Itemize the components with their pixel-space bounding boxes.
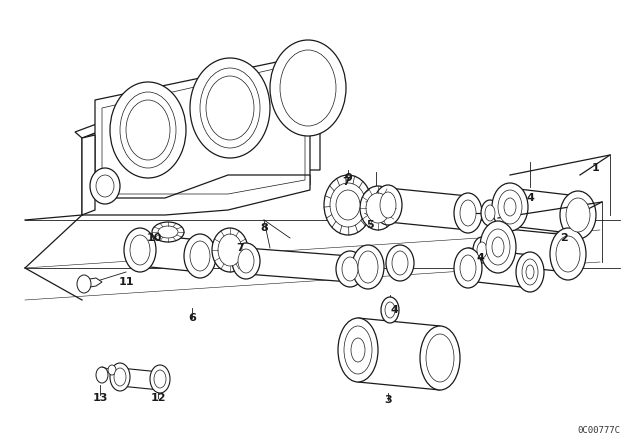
Text: 11: 11 (118, 277, 134, 287)
Ellipse shape (460, 200, 476, 226)
Polygon shape (82, 135, 95, 215)
Ellipse shape (280, 50, 336, 126)
Ellipse shape (504, 198, 516, 216)
Text: 3: 3 (384, 395, 392, 405)
Ellipse shape (150, 365, 170, 393)
Text: 10: 10 (147, 233, 162, 243)
Ellipse shape (358, 251, 378, 283)
Ellipse shape (492, 183, 528, 231)
Polygon shape (75, 55, 320, 138)
Text: 8: 8 (260, 223, 268, 233)
Ellipse shape (96, 367, 108, 383)
Ellipse shape (154, 370, 166, 388)
Polygon shape (140, 234, 200, 272)
Ellipse shape (366, 193, 390, 223)
Ellipse shape (110, 82, 186, 178)
Ellipse shape (526, 265, 534, 279)
Ellipse shape (380, 192, 396, 218)
Text: 4: 4 (390, 305, 398, 315)
Polygon shape (358, 318, 440, 390)
Text: 7: 7 (342, 177, 350, 187)
Ellipse shape (212, 228, 248, 272)
Text: 6: 6 (188, 313, 196, 323)
Polygon shape (82, 175, 310, 215)
Ellipse shape (342, 257, 358, 281)
Ellipse shape (516, 252, 544, 292)
Ellipse shape (454, 248, 482, 288)
Ellipse shape (130, 235, 150, 265)
Polygon shape (468, 248, 530, 288)
Polygon shape (510, 188, 578, 234)
Ellipse shape (238, 249, 254, 273)
Ellipse shape (492, 237, 504, 257)
Ellipse shape (77, 275, 91, 293)
Ellipse shape (108, 365, 116, 375)
Ellipse shape (566, 198, 590, 232)
Ellipse shape (124, 228, 156, 272)
Polygon shape (95, 55, 310, 200)
Text: 4: 4 (476, 253, 484, 263)
Ellipse shape (190, 58, 270, 158)
Polygon shape (82, 60, 320, 198)
Ellipse shape (190, 241, 210, 271)
Ellipse shape (270, 40, 346, 136)
Ellipse shape (386, 245, 414, 281)
Ellipse shape (96, 175, 114, 197)
Ellipse shape (152, 222, 184, 242)
Ellipse shape (184, 234, 216, 278)
Ellipse shape (352, 245, 384, 289)
Ellipse shape (232, 243, 260, 279)
Ellipse shape (420, 326, 460, 390)
Polygon shape (246, 248, 350, 282)
Ellipse shape (336, 251, 364, 287)
Ellipse shape (392, 251, 408, 275)
Ellipse shape (477, 242, 487, 258)
Ellipse shape (473, 237, 491, 263)
Ellipse shape (344, 326, 372, 374)
Ellipse shape (114, 368, 126, 386)
Ellipse shape (158, 226, 178, 238)
Text: 13: 13 (92, 393, 108, 403)
Ellipse shape (550, 228, 586, 280)
Ellipse shape (218, 234, 242, 266)
Text: 4: 4 (526, 193, 534, 203)
Ellipse shape (426, 334, 454, 382)
Ellipse shape (385, 302, 395, 318)
Text: 0C00777C: 0C00777C (577, 426, 620, 435)
Ellipse shape (90, 168, 120, 204)
Text: 2: 2 (560, 233, 568, 243)
Polygon shape (120, 368, 160, 390)
Ellipse shape (485, 205, 495, 221)
Ellipse shape (360, 186, 396, 230)
Ellipse shape (374, 185, 402, 225)
Ellipse shape (381, 297, 399, 323)
Ellipse shape (498, 190, 522, 224)
Text: 5: 5 (366, 220, 374, 230)
Ellipse shape (336, 190, 360, 220)
Text: 9: 9 (344, 173, 352, 183)
Ellipse shape (556, 236, 580, 272)
Ellipse shape (486, 229, 510, 265)
Text: 1: 1 (592, 163, 600, 173)
Ellipse shape (330, 183, 366, 227)
Ellipse shape (351, 338, 365, 362)
Ellipse shape (206, 76, 254, 140)
Ellipse shape (480, 221, 516, 273)
Ellipse shape (110, 363, 130, 391)
Ellipse shape (126, 100, 170, 160)
Ellipse shape (460, 255, 476, 281)
Ellipse shape (200, 68, 260, 148)
Ellipse shape (338, 318, 378, 382)
Polygon shape (84, 278, 102, 288)
Ellipse shape (120, 92, 176, 168)
Text: 12: 12 (150, 393, 166, 403)
Ellipse shape (454, 193, 482, 233)
Ellipse shape (560, 191, 596, 239)
Ellipse shape (522, 259, 538, 285)
Polygon shape (498, 228, 568, 272)
Ellipse shape (324, 175, 372, 235)
Polygon shape (388, 188, 468, 230)
Text: 7: 7 (236, 243, 244, 253)
Ellipse shape (481, 200, 499, 226)
